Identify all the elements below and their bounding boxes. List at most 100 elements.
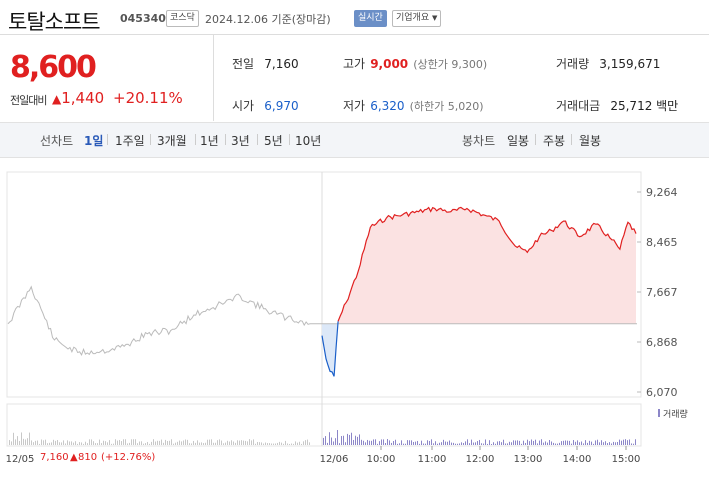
- volume-bar: [183, 440, 184, 445]
- volume-bar: [381, 439, 382, 445]
- volume-bar: [93, 441, 94, 445]
- volume-bar: [207, 439, 208, 445]
- volume-bar: [61, 442, 62, 445]
- volume-bar: [573, 440, 574, 445]
- volume-bar: [271, 443, 272, 445]
- volume-bar: [635, 439, 636, 445]
- volume-bar: [195, 442, 196, 445]
- volume-bar: [617, 441, 618, 445]
- volume-bar: [547, 442, 548, 445]
- volume-bar: [407, 440, 408, 445]
- volume-bar: [627, 440, 628, 445]
- volume-bar: [403, 443, 404, 445]
- volume-bar: [73, 442, 74, 445]
- period-1w[interactable]: 1주일: [115, 134, 145, 148]
- volume-bar: [497, 441, 498, 445]
- volume-bar: [467, 439, 468, 445]
- volume-bar: [579, 442, 580, 445]
- period-1y[interactable]: 1년: [200, 134, 219, 148]
- volume-bar: [19, 440, 20, 445]
- volume-bar: [483, 443, 484, 445]
- volume-bar: [567, 440, 568, 445]
- volume-bar: [187, 439, 188, 445]
- volume-bar: [53, 439, 54, 445]
- volume-bar: [383, 439, 384, 445]
- market-badge: 코스닥: [166, 10, 199, 27]
- stat-volume-label: 거래량: [556, 57, 590, 71]
- tab-live[interactable]: 실시간: [354, 10, 387, 27]
- volume-bar: [35, 440, 36, 445]
- volume-bar: [79, 442, 80, 445]
- volume-bar: [113, 443, 114, 445]
- stat-upper-limit: (상한가 9,300): [413, 58, 488, 71]
- volume-bar: [117, 440, 118, 445]
- volume-bar: [537, 443, 538, 445]
- header-divider: [0, 34, 709, 35]
- volume-bar: [431, 439, 432, 445]
- period-3m[interactable]: 3개월: [157, 134, 187, 148]
- volume-bar: [77, 443, 78, 445]
- volume-bar: [29, 432, 30, 445]
- period-1d[interactable]: 1일: [84, 134, 104, 148]
- volume-bar: [293, 443, 294, 445]
- volume-bar: [515, 440, 516, 445]
- volume-bar: [633, 443, 634, 445]
- period-separator: [107, 134, 108, 145]
- volume-bar: [549, 440, 550, 445]
- volume-bar: [599, 442, 600, 445]
- volume-bar: [337, 430, 338, 445]
- volume-bar: [209, 439, 210, 445]
- volume-bar: [177, 441, 178, 445]
- volume-bar: [303, 441, 304, 445]
- period-3y[interactable]: 3년: [231, 134, 250, 148]
- volume-bar: [539, 440, 540, 445]
- change-label: 전일대비: [10, 94, 47, 107]
- volume-bar: [215, 442, 216, 445]
- x-tick-label: 13:00: [514, 454, 543, 465]
- volume-bar: [129, 442, 130, 445]
- volume-bar: [233, 441, 234, 445]
- volume-bar: [277, 442, 278, 445]
- volume-bar: [161, 439, 162, 445]
- volume-bar: [257, 441, 258, 445]
- volume-bar: [163, 442, 164, 445]
- plot-frame: [6, 171, 642, 398]
- volume-bar: [613, 441, 614, 445]
- volume-frame: [6, 403, 642, 447]
- volume-bar: [65, 443, 66, 445]
- volume-bar: [491, 443, 492, 445]
- period-separator: [150, 134, 151, 145]
- down-area-fill: [322, 321, 339, 377]
- period-daily[interactable]: 일봉: [507, 134, 530, 148]
- x-tick-label: 14:00: [563, 454, 592, 465]
- volume-bar: [135, 439, 136, 445]
- volume-bar: [291, 443, 292, 445]
- volume-bar: [587, 442, 588, 445]
- volume-bar: [353, 439, 354, 445]
- x-tick-label: 11:00: [418, 454, 447, 465]
- period-10y[interactable]: 10년: [295, 134, 322, 148]
- volume-bar: [175, 442, 176, 445]
- period-weekly[interactable]: 주봉: [543, 134, 566, 148]
- volume-bar: [59, 442, 60, 445]
- volume-bar: [265, 442, 266, 445]
- volume-bar: [101, 443, 102, 445]
- volume-bar: [147, 441, 148, 445]
- period-separator: [225, 134, 226, 145]
- volume-bar: [563, 440, 564, 445]
- stat-amount: 거래대금 25,712 백만: [556, 95, 678, 114]
- volume-bar: [71, 441, 72, 445]
- volume-bar: [87, 443, 88, 445]
- chevron-down-icon: ▼: [432, 14, 438, 22]
- volume-bar: [461, 442, 462, 445]
- volume-bar: [499, 441, 500, 445]
- volume-bar: [255, 443, 256, 445]
- volume-bar: [75, 441, 76, 445]
- period-5y[interactable]: 5년: [264, 134, 283, 148]
- y-tick-label: 9,264: [646, 186, 678, 199]
- volume-bar: [169, 440, 170, 445]
- tab-company-overview[interactable]: 기업개요 ▼: [392, 10, 442, 27]
- volume-bar: [297, 442, 298, 445]
- period-monthly[interactable]: 월봉: [579, 134, 602, 148]
- volume-bar: [149, 443, 150, 445]
